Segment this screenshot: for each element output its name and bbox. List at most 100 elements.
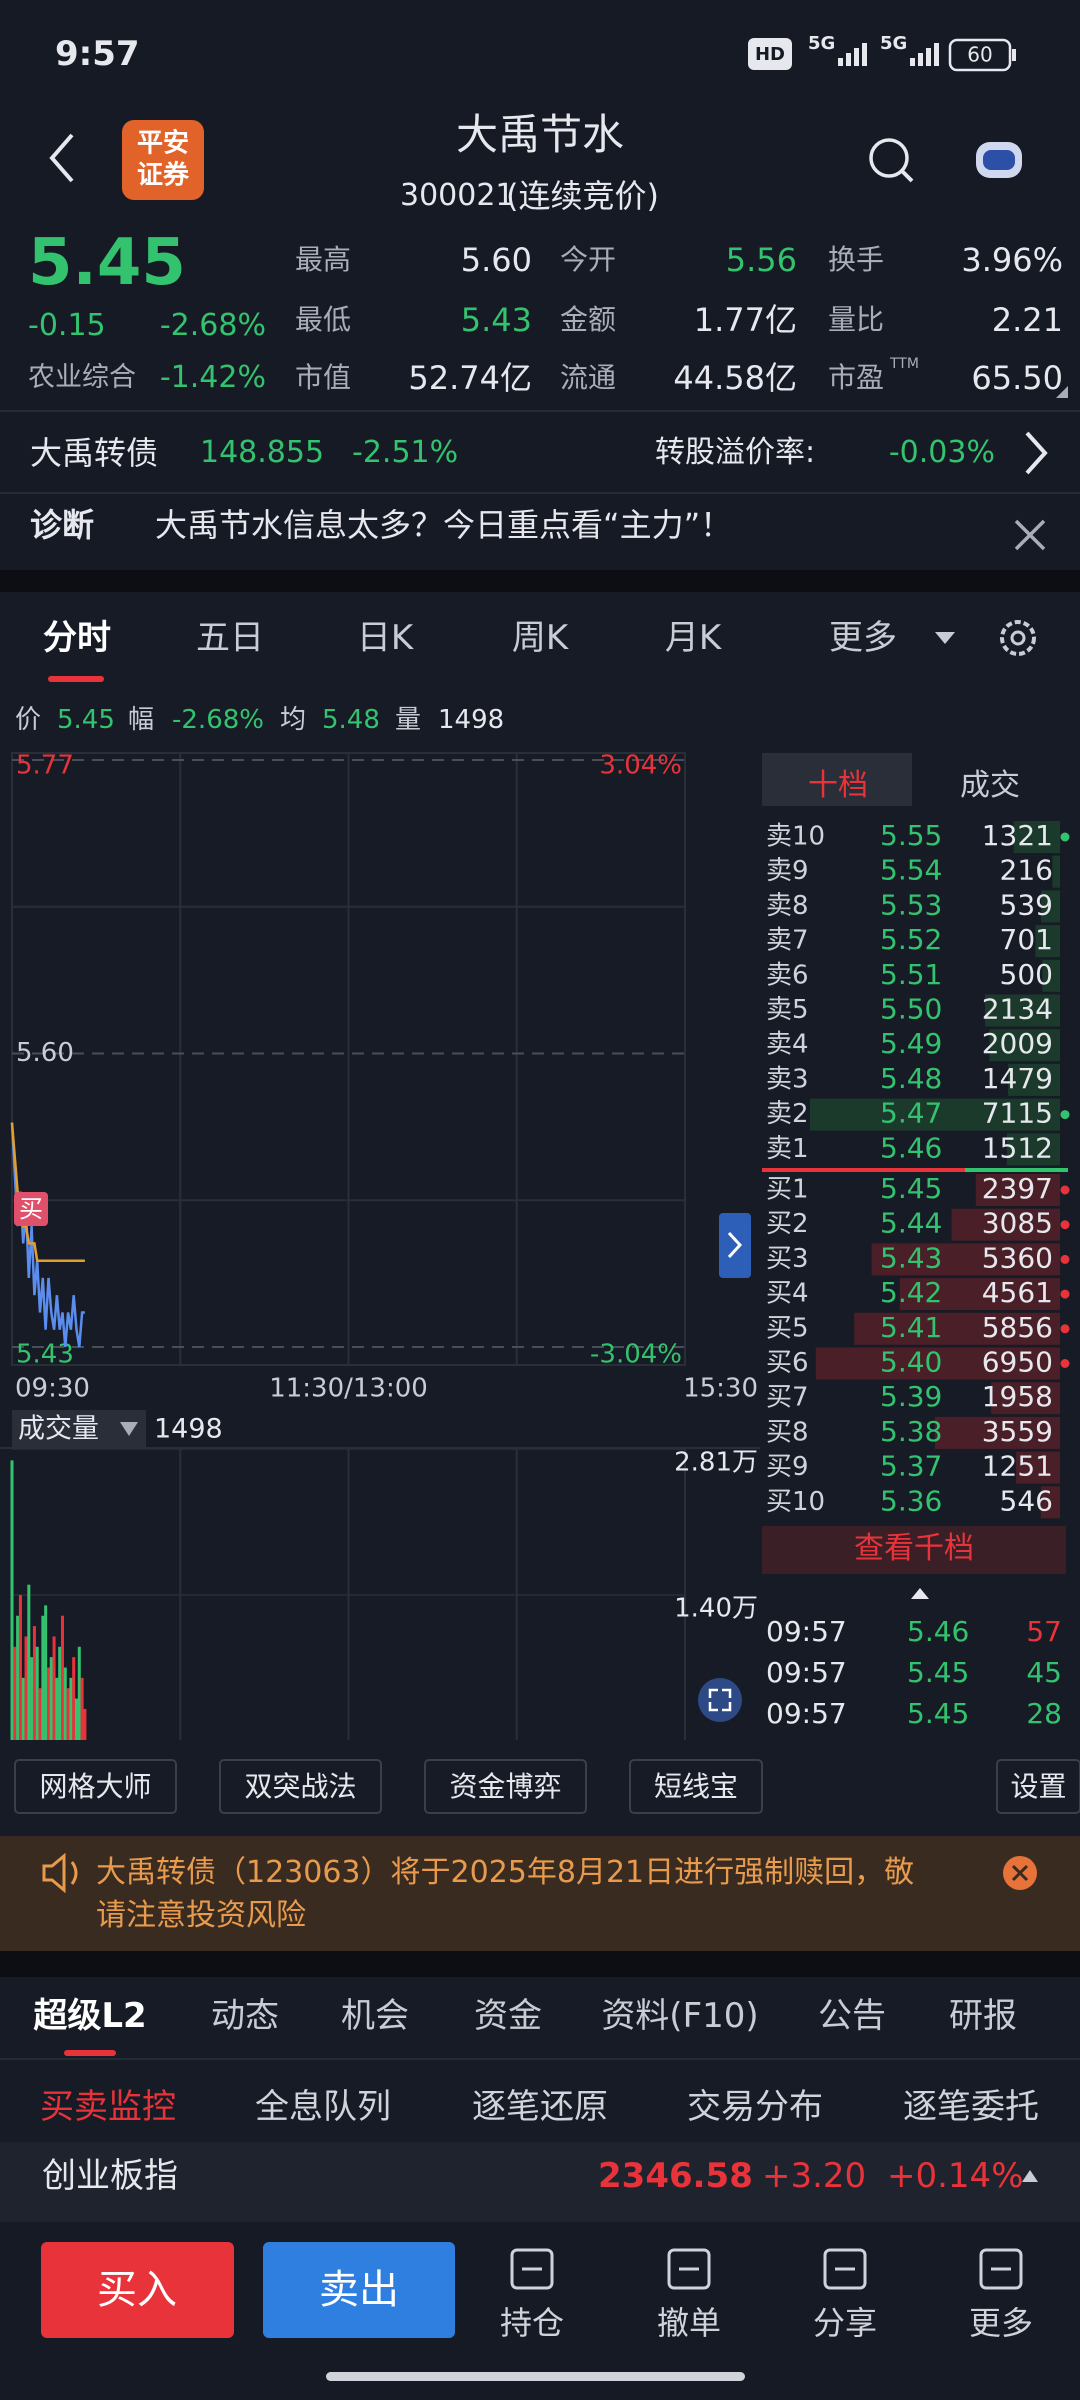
action-icon[interactable] <box>979 2248 1023 2290</box>
book-tab[interactable]: 十档 <box>808 768 868 803</box>
sub-tab[interactable]: 逐笔委托 <box>903 2087 1039 2127</box>
clock: 9:57 <box>55 34 140 74</box>
tool-label[interactable]: 短线宝 <box>653 1770 738 1803</box>
dropdown-arrow <box>120 1422 138 1436</box>
more-levels[interactable]: 查看千档 <box>854 1531 974 1566</box>
change-percent: -2.68% <box>159 308 266 343</box>
close-button[interactable] <box>1014 519 1046 551</box>
level-label: 买3 <box>766 1244 809 1274</box>
signal-bar <box>846 53 851 66</box>
x-tick-label: 15:30 <box>683 1374 758 1404</box>
level-label: 卖4 <box>766 1030 809 1060</box>
tool-button[interactable] <box>219 1759 382 1814</box>
tool-button[interactable] <box>14 1759 177 1814</box>
tool-label[interactable]: 网格大师 <box>39 1770 152 1803</box>
sell-label[interactable]: 卖出 <box>319 2267 399 2313</box>
corner-mark <box>1056 386 1068 398</box>
level-volume: 546 <box>1000 1484 1053 1517</box>
tool-label[interactable]: 设置 <box>1010 1770 1067 1803</box>
signal-bar <box>854 48 859 66</box>
volume-bar <box>10 1460 14 1740</box>
section-tab[interactable]: 机会 <box>341 1996 409 2036</box>
action-icon[interactable] <box>667 2248 711 2290</box>
buy-label[interactable]: 买入 <box>97 2267 177 2313</box>
level-volume: 1321 <box>982 819 1053 852</box>
level-label: 卖5 <box>766 995 809 1025</box>
period-tab[interactable]: 日K <box>356 618 414 658</box>
large-order-dot <box>1060 1254 1070 1264</box>
sub-tab[interactable]: 逐笔还原 <box>472 2087 608 2127</box>
period-tab[interactable]: 更多 <box>829 618 897 658</box>
sub-tab[interactable]: 全息队列 <box>255 2087 391 2127</box>
level-price: 5.36 <box>880 1484 942 1517</box>
volume-bar <box>74 1698 78 1740</box>
level-volume: 5360 <box>982 1241 1053 1274</box>
fullscreen-button[interactable] <box>698 1678 742 1722</box>
back-button[interactable] <box>49 133 74 183</box>
period-tab[interactable]: 五日 <box>196 618 264 658</box>
section-tab[interactable]: 公告 <box>818 1996 886 2036</box>
signal-bar <box>926 48 931 66</box>
level-price: 5.37 <box>880 1450 942 1483</box>
price-line <box>10 1122 85 1262</box>
action-label[interactable]: 撤单 <box>656 2304 721 2342</box>
separator <box>0 410 1080 412</box>
level-label: 买5 <box>766 1313 809 1343</box>
action-icon[interactable] <box>823 2248 867 2290</box>
settings-icon <box>1010 630 1026 646</box>
stat-value: 1.77亿 <box>693 301 797 339</box>
depth-bar <box>899 1278 1060 1311</box>
volume-bar <box>52 1636 56 1740</box>
tool-label[interactable]: 资金博弈 <box>449 1770 562 1803</box>
section-tab[interactable]: 资金 <box>474 1996 542 2036</box>
section-tab[interactable]: 动态 <box>211 1996 279 2036</box>
trade-marker-text: 买 <box>19 1195 43 1223</box>
sub-tab[interactable]: 买卖监控 <box>40 2087 176 2127</box>
section-tab[interactable]: 资料(F10) <box>601 1996 759 2036</box>
volume-bar <box>35 1646 39 1740</box>
level-price: 5.48 <box>880 1062 942 1095</box>
stat-label: 市盈 <box>828 361 885 394</box>
more-levels-bg[interactable] <box>762 1526 1066 1574</box>
section-tab[interactable]: 研报 <box>949 1996 1017 2036</box>
network-type: 5G <box>880 33 907 54</box>
volume-bar <box>44 1605 48 1740</box>
home-indicator <box>326 2372 745 2381</box>
hd-text: HD <box>755 44 785 65</box>
period-tab[interactable]: 周K <box>511 618 569 658</box>
y-tick-label: 5.60 <box>16 1038 74 1068</box>
sub-tab[interactable]: 交易分布 <box>687 2087 823 2127</box>
settings-icon[interactable] <box>1000 620 1036 656</box>
diagnosis-text[interactable]: 大禹节水信息太多？今日重点看“主力”！ <box>155 506 733 544</box>
tool-button[interactable] <box>996 1759 1080 1814</box>
bond-name: 大禹转债 <box>30 434 159 472</box>
volume-title: 成交量 <box>18 1414 99 1445</box>
trade-volume: 28 <box>1026 1697 1062 1730</box>
notice-panel <box>0 1836 1080 1951</box>
premium-value: -0.03% <box>888 435 995 470</box>
large-order-dot <box>1060 1324 1070 1334</box>
action-icon[interactable] <box>510 2248 554 2290</box>
search-icon[interactable] <box>869 138 909 178</box>
broker-name: 证券 <box>137 161 190 191</box>
period-tab[interactable]: 分时 <box>43 618 111 658</box>
buy-button[interactable] <box>41 2242 234 2338</box>
period-tab[interactable]: 月K <box>664 618 722 658</box>
book-tab[interactable]: 成交 <box>960 768 1020 803</box>
expand-button[interactable] <box>719 1213 751 1278</box>
sell-button[interactable] <box>263 2242 455 2338</box>
info-value: 1498 <box>438 705 505 735</box>
chevron[interactable] <box>1025 431 1048 475</box>
action-label[interactable]: 持仓 <box>499 2304 564 2342</box>
tool-button[interactable] <box>629 1759 763 1814</box>
action-label[interactable]: 分享 <box>812 2304 877 2342</box>
action-label[interactable]: 更多 <box>968 2304 1033 2342</box>
top-panel <box>0 0 1080 570</box>
section-tab[interactable]: 超级L2 <box>33 1996 147 2036</box>
tool-button[interactable] <box>424 1759 587 1814</box>
tool-label[interactable]: 双突战法 <box>244 1770 357 1803</box>
level-label: 卖8 <box>766 891 809 921</box>
depth-bar <box>1052 855 1060 888</box>
volume-bar <box>77 1646 81 1740</box>
depth-bar <box>934 1416 1060 1449</box>
